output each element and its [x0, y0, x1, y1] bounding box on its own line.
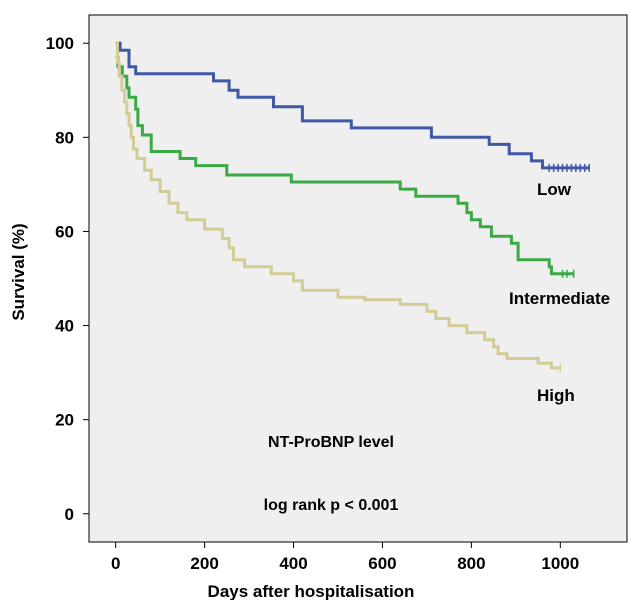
y-tick-label: 40 — [55, 317, 74, 336]
x-tick-label: 0 — [111, 554, 120, 573]
series-line-low — [115, 41, 590, 170]
y-tick-label: 0 — [65, 505, 74, 524]
y-tick-label: 80 — [55, 128, 74, 147]
legend-title: NT-ProBNP level — [268, 434, 394, 451]
series-label-intermediate: Intermediate — [509, 289, 610, 308]
plot-area — [88, 14, 628, 543]
y-axis: 0 20 40 60 80 100 — [46, 34, 89, 524]
x-tick-label: 1000 — [541, 554, 579, 573]
y-tick-label: 100 — [46, 34, 74, 53]
x-tick-label: 200 — [190, 554, 218, 573]
log-rank-annotation: log rank p < 0.001 — [264, 497, 399, 514]
x-tick-label: 400 — [279, 554, 307, 573]
series-line-high — [115, 41, 561, 370]
y-axis-title: Survival (%) — [9, 223, 28, 320]
x-tick-label: 800 — [457, 554, 485, 573]
y-tick-label: 20 — [55, 411, 74, 430]
x-axis: 0 200 400 600 800 1000 — [111, 542, 579, 573]
series-label-high: High — [537, 386, 575, 405]
x-axis-title: Days after hospitalisation — [208, 582, 415, 600]
x-tick-label: 600 — [368, 554, 396, 573]
series-line-intermediate — [115, 55, 574, 276]
y-tick-label: 60 — [55, 222, 74, 241]
series-label-low: Low — [537, 180, 572, 199]
series-layer — [115, 41, 590, 372]
